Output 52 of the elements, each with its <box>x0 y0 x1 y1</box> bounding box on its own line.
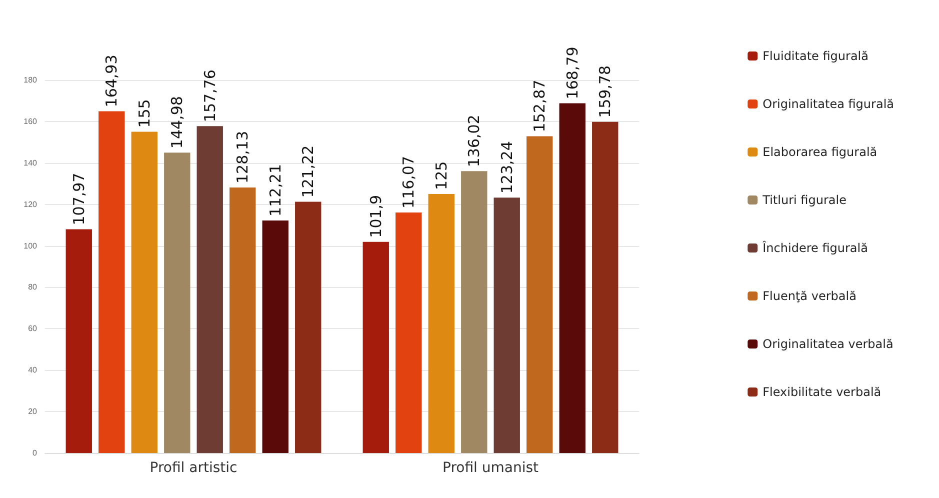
data-label: 112,21 <box>266 164 284 216</box>
bar <box>98 111 125 453</box>
x-tick-label: Profil artistic <box>150 460 238 476</box>
bar <box>559 103 586 453</box>
legend-label: Flexibilitate verbală <box>762 385 882 399</box>
data-label: 155 <box>135 99 154 128</box>
x-tick-label: Profil umanist <box>442 460 540 476</box>
bar <box>592 122 618 453</box>
data-label: 116,07 <box>400 156 418 208</box>
data-label: 136,02 <box>465 114 484 168</box>
y-tick-label: 80 <box>28 282 38 292</box>
data-label: 101,9 <box>366 194 385 238</box>
bar <box>428 194 454 453</box>
bar <box>461 171 488 453</box>
bar <box>526 136 553 453</box>
bar <box>164 152 190 453</box>
y-tick-label: 160 <box>24 116 38 126</box>
legend-label: Titluri figurale <box>762 193 846 207</box>
legend-label: Fluenţă verbală <box>762 289 856 303</box>
legend-label: Originalitatea figurală <box>762 97 894 111</box>
data-label: 159,78 <box>596 65 614 118</box>
y-tick-label: 120 <box>24 200 38 209</box>
data-label: 128,13 <box>234 130 252 184</box>
legend-label: Fluiditate figurală <box>762 49 868 63</box>
data-label: 168,79 <box>563 46 582 100</box>
y-tick-label: 100 <box>24 241 38 250</box>
y-tick-label: 180 <box>24 76 38 84</box>
bar <box>230 187 256 453</box>
data-label: 157,76 <box>200 70 219 122</box>
bar <box>262 220 288 453</box>
y-tick-label: 40 <box>28 366 38 375</box>
data-label: 125 <box>432 161 450 190</box>
data-label: 107,97 <box>70 172 88 226</box>
y-tick-label: 20 <box>28 407 38 416</box>
legend-label: Elaborarea figurală <box>762 145 878 159</box>
legend-label: Originalitatea verbală <box>762 337 894 351</box>
data-label: 164,93 <box>102 54 121 108</box>
data-label: 152,87 <box>530 80 549 132</box>
bar <box>396 212 422 453</box>
y-tick-label: 60 <box>28 324 38 334</box>
bar <box>494 198 520 453</box>
bar <box>66 229 92 453</box>
y-tick-label: 140 <box>24 158 38 168</box>
data-label: 121,22 <box>299 145 318 198</box>
bar <box>362 242 389 453</box>
data-label: 144,98 <box>168 96 186 149</box>
bar <box>295 202 322 453</box>
y-tick-label: 0 <box>32 448 38 458</box>
bar <box>131 132 158 453</box>
data-label: 123,24 <box>498 141 516 194</box>
legend-label: Închidere figurală <box>762 240 868 255</box>
bar <box>196 126 223 453</box>
